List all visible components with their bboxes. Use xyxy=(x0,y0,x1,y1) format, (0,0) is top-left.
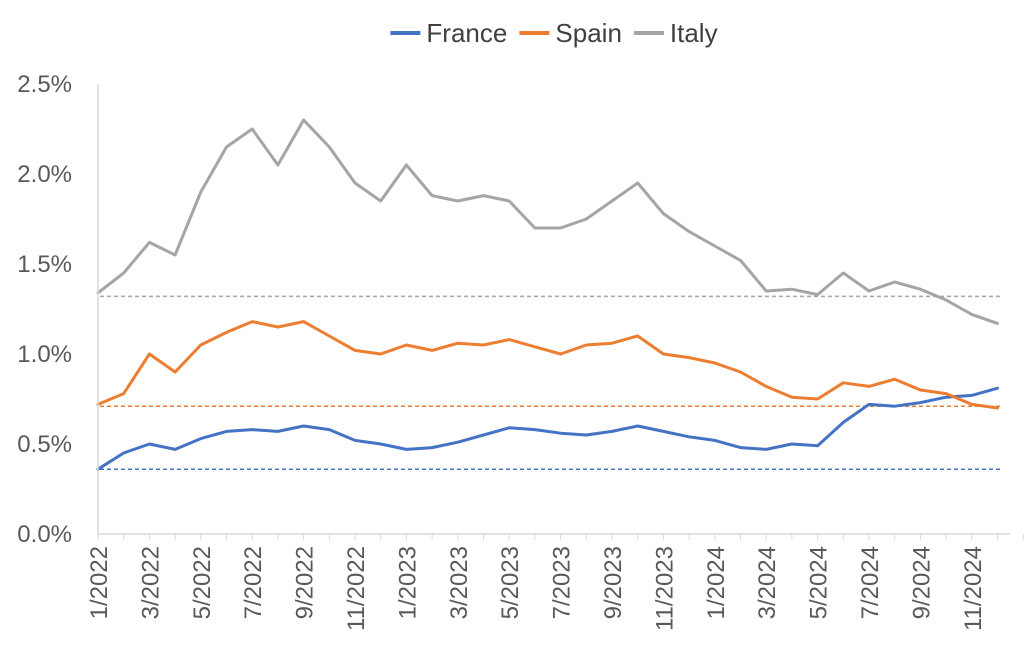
x-tick-label: 9/2023 xyxy=(600,546,627,619)
x-tick-label: 5/2023 xyxy=(497,546,524,619)
x-tick-label: 1/2024 xyxy=(703,546,730,619)
legend-item: France xyxy=(390,18,507,48)
y-tick-label: 0.0% xyxy=(17,521,72,548)
x-tick-label: 3/2023 xyxy=(446,546,473,619)
legend-item: Italy xyxy=(633,18,718,48)
x-tick-label: 5/2022 xyxy=(189,546,216,619)
legend-item: Spain xyxy=(519,18,622,48)
x-tick-label: 1/2023 xyxy=(394,546,421,619)
x-tick-label: 9/2024 xyxy=(908,546,935,619)
x-tick-label: 9/2022 xyxy=(292,546,319,619)
x-tick-label: 3/2024 xyxy=(754,546,781,619)
series-line xyxy=(96,320,999,410)
x-tick-label: 1/2022 xyxy=(86,546,113,619)
x-tick-label: 7/2024 xyxy=(857,546,884,619)
x-tick-label: 11/2023 xyxy=(651,546,678,631)
series-line xyxy=(96,386,999,471)
legend-label: Spain xyxy=(555,18,622,48)
x-tick-label: 11/2024 xyxy=(960,546,987,631)
x-tick-label: 7/2023 xyxy=(549,546,576,619)
series-lines xyxy=(96,118,999,471)
y-tick-label: 0.5% xyxy=(17,431,72,458)
x-tick-label: 7/2022 xyxy=(240,546,267,619)
y-tick-label: 1.5% xyxy=(17,251,72,278)
y-tick-label: 2.5% xyxy=(17,71,72,98)
series-line xyxy=(96,118,999,325)
legend-label: Italy xyxy=(670,18,718,48)
legend-label: France xyxy=(426,18,507,48)
x-axis: 1/2022 3/2022 5/2022 7/2022 9/2022 11/2022 1/2… xyxy=(86,533,1024,631)
y-axis: 0.0% 0.5% 1.0% 1.5% 2.0% 2.5% xyxy=(17,71,99,548)
reference-lines xyxy=(100,295,1002,470)
y-tick-label: 2.0% xyxy=(17,161,72,188)
x-tick-label: 5/2024 xyxy=(806,546,833,619)
y-tick-label: 1.0% xyxy=(17,341,72,368)
legend: France Spain Italy xyxy=(390,18,718,48)
x-tick-label: 3/2022 xyxy=(137,546,164,619)
x-tick-label: 11/2022 xyxy=(343,546,370,631)
